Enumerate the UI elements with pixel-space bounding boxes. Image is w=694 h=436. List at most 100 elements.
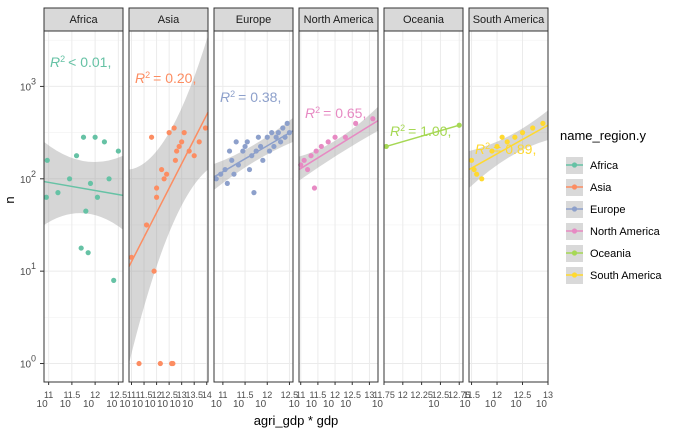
r-squared-annotation: R2 = 0.38, <box>220 89 281 105</box>
data-point <box>332 134 338 140</box>
data-point <box>240 148 246 154</box>
data-point <box>474 171 480 177</box>
r-squared-value: < 0.01, <box>68 54 111 70</box>
x-tick-label-base: 10 <box>289 399 301 410</box>
x-tick-label-exponent: 11.5 <box>63 390 80 400</box>
x-tick-label-exponent: 12.75 <box>448 390 471 400</box>
legend-label: Africa <box>590 160 619 172</box>
panel-background <box>44 31 123 382</box>
data-point <box>55 190 61 196</box>
y-tick-label-exponent: 0 <box>31 354 36 364</box>
legend-label: Asia <box>590 182 612 194</box>
data-point <box>43 194 49 200</box>
data-point <box>540 120 546 126</box>
x-tick-label-exponent: 12.5 <box>281 390 299 400</box>
x-tick-label-base: 10 <box>119 399 131 410</box>
x-tick-label-base: 10 <box>536 399 548 410</box>
facet-strip-label: Europe <box>236 14 271 26</box>
x-tick-label-exponent: 12 <box>398 390 408 400</box>
x-tick-label-exponent: 12.5 <box>343 390 361 400</box>
y-tick-label-base: 10 <box>20 267 32 278</box>
x-tick-label-base: 10 <box>182 399 194 410</box>
panel-background <box>214 31 293 382</box>
x-tick-label-exponent: 11 <box>44 390 53 400</box>
data-point <box>153 185 160 191</box>
legend-key-point <box>571 250 578 256</box>
x-tick-label-exponent: 12 <box>492 390 502 400</box>
x-tick-label-exponent: 12 <box>330 390 340 400</box>
x-tick-label-exponent: 11.5 <box>237 390 254 400</box>
x-tick-label-base: 10 <box>323 399 335 410</box>
data-point <box>479 176 485 182</box>
facet-strip-label: North America <box>304 14 375 26</box>
panel-border <box>298 30 379 383</box>
x-tick-label-exponent: 11.5 <box>136 390 153 400</box>
data-point <box>244 139 250 145</box>
legend-item-europe: Europe <box>566 201 625 218</box>
data-point <box>226 148 233 154</box>
y-tick-label-exponent: 2 <box>31 169 36 179</box>
data-point <box>172 157 178 163</box>
x-tick-label-exponent: 13.5 <box>185 390 203 400</box>
legend-key-point <box>571 228 578 234</box>
data-point <box>499 134 505 140</box>
legend-item-north-america: North America <box>566 223 661 240</box>
data-point <box>489 148 495 154</box>
data-point <box>80 134 87 140</box>
data-point <box>251 190 257 196</box>
data-point <box>85 250 91 256</box>
facet-strip-label: South America <box>473 14 545 26</box>
regression-line <box>128 111 209 267</box>
r-squared-value: = 0.89, <box>493 141 536 157</box>
data-point <box>301 157 307 163</box>
data-point <box>530 125 536 131</box>
data-point <box>191 153 197 159</box>
data-point <box>512 134 518 140</box>
legend-title: name_region.y <box>560 128 646 143</box>
regression-line <box>43 180 124 197</box>
data-point <box>83 208 89 214</box>
x-tick-label-base: 10 <box>132 399 144 410</box>
data-point <box>176 143 182 150</box>
data-point <box>504 139 510 145</box>
data-point <box>136 360 142 367</box>
x-tick-label-base: 10 <box>459 399 471 410</box>
panel-background <box>129 31 208 382</box>
data-point <box>148 134 155 140</box>
data-point <box>325 139 331 145</box>
y-tick-label-exponent: 3 <box>31 76 36 86</box>
data-point <box>264 134 270 140</box>
data-point <box>246 166 253 173</box>
data-point <box>202 125 209 131</box>
panel-border <box>43 30 124 383</box>
x-tick-label-exponent: 12 <box>90 390 100 400</box>
data-point <box>277 139 284 145</box>
data-point <box>231 171 237 177</box>
data-point <box>92 134 98 140</box>
x-tick-label-base: 10 <box>485 399 497 410</box>
data-point <box>161 176 167 182</box>
data-point <box>353 120 359 126</box>
x-tick-label-exponent: 11 <box>127 390 136 400</box>
legend-key-point <box>571 206 578 212</box>
x-axis-title: agri_gdp * gdp <box>254 413 339 428</box>
data-point <box>304 166 311 173</box>
x-tick-label-base: 10 <box>157 399 169 410</box>
data-point <box>94 194 101 200</box>
panel-border <box>383 30 464 383</box>
r-squared-annotation: R2 = 0.20, <box>135 70 196 86</box>
x-tick-label-base: 10 <box>372 399 384 410</box>
r-squared-value: = 0.65, <box>323 105 366 121</box>
data-point <box>66 176 73 182</box>
data-point <box>255 134 261 140</box>
legend-key-point <box>571 184 578 190</box>
data-point <box>269 130 275 136</box>
data-point <box>494 143 500 150</box>
data-point <box>318 143 324 150</box>
x-tick-label-base: 10 <box>255 399 267 410</box>
x-tick-label-exponent: 12 <box>152 390 162 400</box>
